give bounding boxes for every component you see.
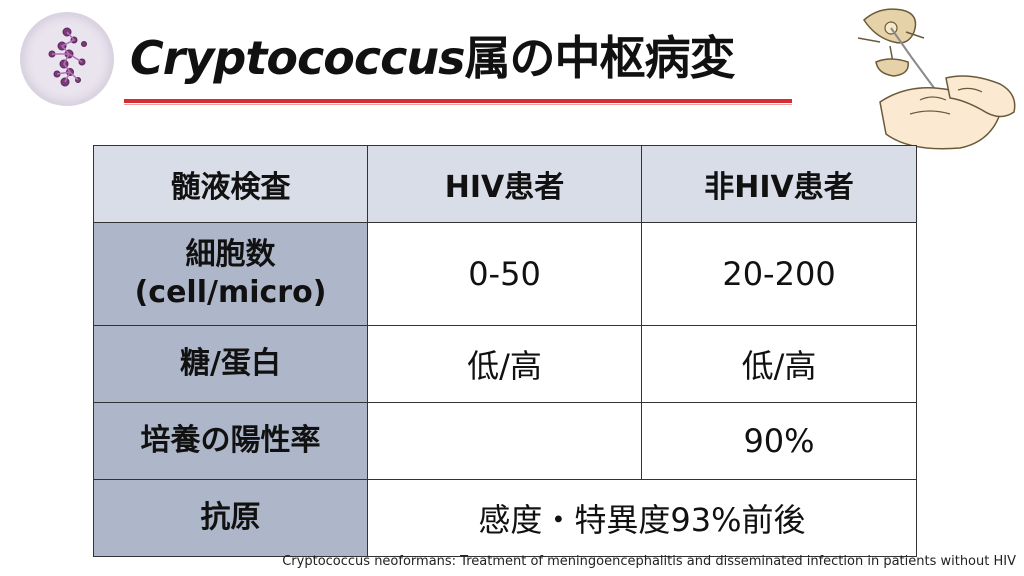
footnote-citation: Cryptococcus neoformans: Treatment of me… <box>282 554 1016 569</box>
row-label-line1: 細胞数 <box>185 237 276 272</box>
row-label-cell-count: 細胞数 (cell/micro) <box>93 222 368 326</box>
csf-comparison-table: 髄液検査 HIV患者 非HIV患者 細胞数 (cell/micro) 0-50 … <box>93 145 917 557</box>
table-row: 抗原 感度・特異度93%前後 <box>93 479 917 557</box>
header-csf-test: 髄液検査 <box>93 145 368 223</box>
table-row: 糖/蛋白 低/高 低/高 <box>93 325 917 403</box>
title-japanese: 属の中枢病変 <box>464 31 735 85</box>
title-underline <box>124 99 792 103</box>
title-underline-shadow <box>124 104 792 105</box>
header-non-hiv: 非HIV患者 <box>641 145 917 223</box>
cell-hiv-culture-positivity <box>367 402 642 480</box>
header-hiv: HIV患者 <box>367 145 642 223</box>
row-label-glucose-protein: 糖/蛋白 <box>93 325 368 403</box>
table-header-row: 髄液検査 HIV患者 非HIV患者 <box>93 145 917 223</box>
cell-non-hiv-cell-count: 20-200 <box>641 222 917 326</box>
table-row: 細胞数 (cell/micro) 0-50 20-200 <box>93 222 917 326</box>
microscope-cells-icon <box>20 12 114 106</box>
row-label-antigen: 抗原 <box>93 479 368 557</box>
cell-hiv-cell-count: 0-50 <box>367 222 642 326</box>
title-latin: Cryptococcus <box>130 31 465 85</box>
row-label-line2: (cell/micro) <box>134 275 327 310</box>
page-title: Cryptococcus属の中枢病変 <box>130 26 735 90</box>
row-label-culture-positivity: 培養の陽性率 <box>93 402 368 480</box>
cell-non-hiv-glucose-protein: 低/高 <box>641 325 917 403</box>
cell-antigen-merged: 感度・特異度93%前後 <box>367 479 917 557</box>
lumbar-puncture-illustration <box>857 8 1016 150</box>
cell-non-hiv-culture-positivity: 90% <box>641 402 917 480</box>
cell-hiv-glucose-protein: 低/高 <box>367 325 642 403</box>
table-row: 培養の陽性率 90% <box>93 402 917 480</box>
